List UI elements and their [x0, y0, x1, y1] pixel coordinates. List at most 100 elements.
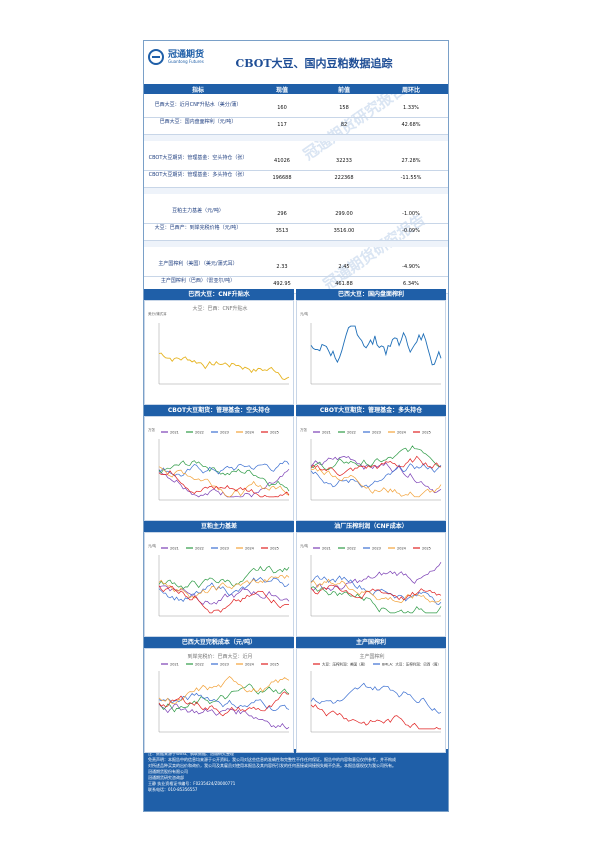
- chart-unit: 元/吨: [300, 311, 309, 316]
- chart-unit: 万张: [148, 427, 155, 432]
- table-header: 指标 现值 前值 周环比: [144, 84, 448, 94]
- legend-label: 2024: [397, 431, 407, 435]
- current-cell: 196688: [272, 175, 292, 181]
- indicator-cell: CBOT大豆期货：管理基金：空头持仓（张）: [148, 155, 248, 161]
- col-indicator: 指标: [191, 87, 204, 94]
- chart-title: 巴西大豆：CNF升贴水: [144, 289, 294, 300]
- chart-panel: 元/吨: [296, 300, 446, 405]
- current-cell: 3513: [275, 228, 289, 234]
- indicator-cell: CBOT大豆期货：管理基金：多头持仓（张）: [148, 172, 248, 178]
- footer-phone: 联系电话：010-85356557: [148, 787, 198, 792]
- legend-label: 2025: [270, 547, 279, 551]
- series-line: [158, 460, 290, 492]
- legend-label: 2021: [170, 663, 179, 667]
- chart-svg: 到岸完税价：巴西大豆：近月 2021 2022 2023 2024 2025: [158, 653, 290, 733]
- legend-label: 2022: [347, 547, 356, 551]
- series-line: [158, 691, 290, 717]
- chart-svg: 元/吨: [300, 311, 442, 385]
- chart-panel: 万张 2021 2022 2023 2024 2025: [144, 416, 294, 521]
- wow-cell: 42.68%: [401, 122, 421, 128]
- previous-cell: 158: [339, 105, 349, 111]
- table-row: CBOT大豆期货：管理基金：空头持仓（张） 41026 32233 27.28%: [144, 154, 448, 171]
- series-line: [310, 584, 442, 601]
- legend-label: 2024: [397, 547, 407, 551]
- col-previous: 前值: [337, 87, 350, 94]
- indicator-cell: 豆粕主力基差（元/吨）: [172, 208, 224, 214]
- chart-panel: 万张 2021 2022 2023 2024 2025: [296, 416, 446, 521]
- previous-cell: 222368: [334, 175, 354, 181]
- chart-unit: 元/吨: [148, 543, 157, 548]
- series-line: [310, 467, 442, 498]
- chart-panel: 大豆：巴西：CNF升贴水 美分/蒲式耳: [144, 300, 294, 405]
- legend-label: 2021: [322, 547, 331, 551]
- legend-label: 2022: [195, 547, 204, 551]
- chart-panel: 到岸完税价：巴西大豆：近月 2021 2022 2023 2024 2025: [144, 648, 294, 753]
- table-group-gap: [144, 241, 448, 247]
- wow-cell: 6.34%: [403, 281, 419, 287]
- previous-cell: 82: [340, 122, 348, 128]
- series-line: [158, 676, 290, 705]
- chart-title: 主产国榨利: [296, 637, 446, 648]
- table-row: 主产国榨利（美国）（美元/蒲式耳） 2.33 2.45 -4.90%: [144, 260, 448, 277]
- series-line: [158, 468, 290, 498]
- series-line: [310, 456, 442, 494]
- footer-source: 注：数据来源于Wind、钢联数据、冠通研究整理: [148, 751, 235, 756]
- series-line: [310, 578, 442, 604]
- legend-label: 2021: [322, 431, 331, 435]
- current-cell: 160: [277, 105, 287, 111]
- legend-label: 2024: [245, 663, 255, 667]
- previous-cell: 32233: [336, 158, 352, 164]
- previous-cell: 3516.00: [333, 228, 355, 234]
- indicator-cell: 主产国榨利（美国）（美元/蒲式耳）: [158, 261, 238, 267]
- chart-inner-title: 大豆：巴西：CNF升贴水: [192, 305, 247, 312]
- series-line: [158, 470, 290, 498]
- current-cell: 492.95: [273, 281, 291, 287]
- legend-label: BMLA：大豆：压榨利润：巴西（周）: [382, 662, 441, 667]
- legend-label: 2023: [372, 547, 381, 551]
- wow-cell: -0.09%: [402, 228, 420, 234]
- series-line: [158, 692, 290, 711]
- chart-unit: 元/吨: [300, 543, 309, 548]
- indicator-cell: 巴西大豆：国内盘面榨利（元/吨）: [159, 119, 237, 125]
- table-row: 大豆：巴西产：到岸完税价格（元/吨） 3513 3516.00 -0.09%: [144, 224, 448, 241]
- footer: 注：数据来源于Wind、钢联数据、冠通研究整理 免责声明：本报告中的信息均来源于…: [144, 749, 448, 811]
- chart-title: CBOT大豆期货：管理基金：空头持仓: [144, 405, 294, 416]
- table-row: 豆粕主力基差（元/吨） 296 299.00 -1.00%: [144, 207, 448, 224]
- table-group-gap: [144, 135, 448, 141]
- chart-unit: 万张: [300, 427, 308, 432]
- footer-disclaimer: 免责声明：本报告中的信息均来源于公开资料，我公司对这些信息的准确性和完整性不作任…: [148, 757, 396, 762]
- chart-svg: 万张 2021 2022 2023 2024 2025: [300, 427, 442, 501]
- previous-cell: 2.45: [338, 264, 350, 270]
- table-row: 巴西大豆：近月CNF升贴水（美分/蒲） 160 158 1.33%: [144, 101, 448, 118]
- footer-disclaimer: 对所述品种买卖的出价和询价，我公司及其雇员对使用本报告及其内容所引发的任何直接或…: [148, 763, 396, 768]
- indicator-cell: 巴西大豆：近月CNF升贴水（美分/蒲）: [154, 102, 242, 108]
- table-row: CBOT大豆期货：管理基金：多头持仓（张） 196688 222368 -11.55%: [144, 171, 448, 188]
- col-wow: 周环比: [401, 87, 420, 94]
- wow-cell: -4.90%: [402, 264, 420, 270]
- series-line: [158, 585, 290, 605]
- company-name-en: Guantong Futures: [168, 59, 204, 64]
- chart-panel: 元/吨 2021 2022 2023 2024 2025: [144, 532, 294, 637]
- legend-label: 2025: [270, 431, 279, 435]
- series-line: [158, 585, 290, 614]
- chart-title: 巴西大豆：国内盘面榨利: [296, 289, 446, 300]
- current-cell: 2.33: [276, 264, 288, 270]
- legend-label: 大豆：压榨利润：美国（周）: [322, 662, 368, 667]
- previous-cell: 461.88: [335, 281, 353, 287]
- legend-label: 2024: [245, 547, 255, 551]
- indicator-cell: 主产国榨利（巴西）（雷亚尔/吨）: [160, 278, 236, 284]
- wow-cell: -1.00%: [402, 211, 420, 217]
- legend-label: 2021: [170, 431, 179, 435]
- legend-label: 2021: [170, 547, 179, 551]
- current-cell: 296: [277, 211, 287, 217]
- footer-analyst: 王静 执业资格证书编号：F0235424/Z0000771: [148, 781, 236, 786]
- company-logo: 冠通期货 Guantong Futures: [148, 47, 218, 75]
- series-line: [158, 466, 290, 498]
- footer-company: 冠通期货股份有限公司: [148, 769, 188, 774]
- chart-svg: 元/吨 2021 2022 2023 2024 2025: [300, 543, 442, 617]
- series-line: [310, 586, 442, 614]
- series-line: [310, 682, 442, 714]
- series-line: [310, 704, 441, 730]
